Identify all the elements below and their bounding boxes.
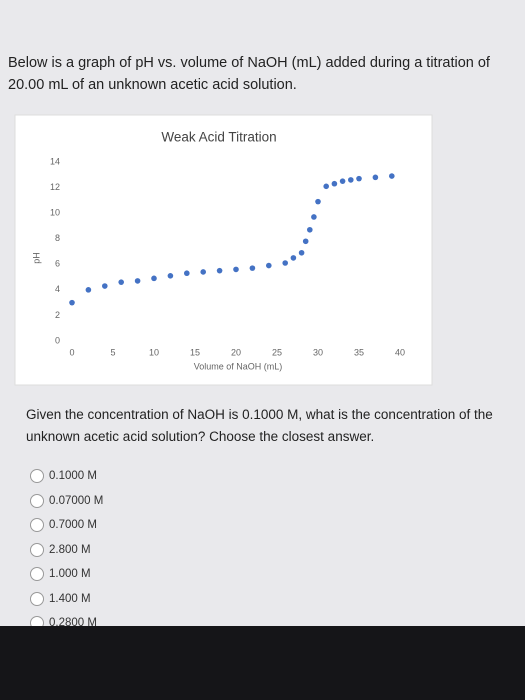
y-tick-label: 4: [55, 284, 60, 294]
data-point: [331, 180, 338, 187]
data-point: [216, 267, 223, 274]
x-tick-label: 0: [69, 347, 74, 357]
x-tick-label: 35: [354, 347, 364, 357]
data-point: [200, 269, 206, 275]
option[interactable]: 0.1000 M: [30, 464, 103, 489]
data-point: [282, 260, 289, 266]
option[interactable]: 0.07000 M: [30, 489, 103, 514]
y-tick-label: 10: [50, 208, 60, 218]
x-tick-label: 30: [313, 347, 323, 357]
x-tick-label: 15: [190, 347, 200, 357]
x-tick-label: 40: [395, 347, 405, 357]
data-point: [233, 266, 239, 273]
y-tick-label: 6: [55, 259, 60, 269]
option-label: 0.07000 M: [49, 494, 104, 507]
x-tick-label: 5: [110, 347, 115, 357]
data-point: [311, 214, 317, 220]
data-point: [118, 279, 124, 285]
data-point: [356, 175, 362, 182]
option[interactable]: 1.400 M: [30, 587, 103, 612]
y-tick-label: 14: [50, 156, 60, 166]
data-point: [298, 249, 305, 256]
question-prompt: Given the concentration of NaOH is 0.100…: [26, 407, 493, 444]
data-point: [167, 272, 174, 279]
data-point: [69, 299, 75, 306]
data-point: [290, 255, 297, 261]
x-tick-label: 25: [272, 347, 282, 357]
y-tick-label: 0: [55, 335, 60, 345]
taskbar: [0, 626, 525, 700]
x-tick-label: 10: [149, 347, 159, 357]
y-axis-label: pH: [31, 252, 41, 264]
data-point: [134, 278, 141, 284]
option-label: 0.7000 M: [49, 519, 97, 532]
option-label: 2.800 M: [49, 543, 91, 556]
data-point: [302, 238, 309, 245]
options: 0.1000 M 0.07000 M 0.7000 M 2.800 M 1.000 M 1…: [30, 464, 103, 636]
x-axis-label: Volume of NaOH (mL): [194, 361, 283, 371]
data-point: [339, 178, 346, 184]
data-point: [151, 275, 157, 282]
data-point: [389, 173, 395, 179]
chart-frame: [14, 114, 433, 386]
data-point: [102, 283, 108, 289]
option[interactable]: 0.7000 M: [30, 513, 103, 538]
data-point: [323, 183, 330, 190]
data-point: [85, 287, 92, 293]
data-point: [348, 177, 354, 183]
question-intro: Below is a graph of pH vs. volume of NaO…: [8, 55, 490, 93]
option-label: 1.400 M: [49, 592, 91, 605]
data-point: [372, 174, 379, 181]
radio-button[interactable]: [30, 493, 44, 508]
x-tick-label: 20: [231, 347, 241, 357]
data-point: [307, 226, 313, 233]
y-tick-label: 12: [50, 182, 60, 192]
chart: Weak Acid Titration Volume of NaOH (mL) …: [14, 114, 433, 386]
radio-button[interactable]: [30, 469, 44, 484]
radio-button[interactable]: [30, 542, 44, 557]
data-point: [315, 198, 321, 205]
data-point: [184, 270, 190, 277]
radio-button[interactable]: [30, 591, 44, 606]
option[interactable]: 1.000 M: [30, 562, 103, 587]
y-tick-label: 8: [55, 233, 60, 243]
data-point: [249, 265, 256, 271]
y-tick-label: 2: [55, 310, 60, 320]
chart-title: Weak Acid Titration: [161, 130, 276, 145]
data-point: [266, 262, 272, 269]
radio-button[interactable]: [30, 567, 44, 582]
radio-button[interactable]: [30, 518, 44, 533]
option-label: 1.000 M: [49, 568, 91, 581]
option[interactable]: 2.800 M: [30, 538, 103, 563]
option-label: 0.1000 M: [49, 470, 97, 483]
